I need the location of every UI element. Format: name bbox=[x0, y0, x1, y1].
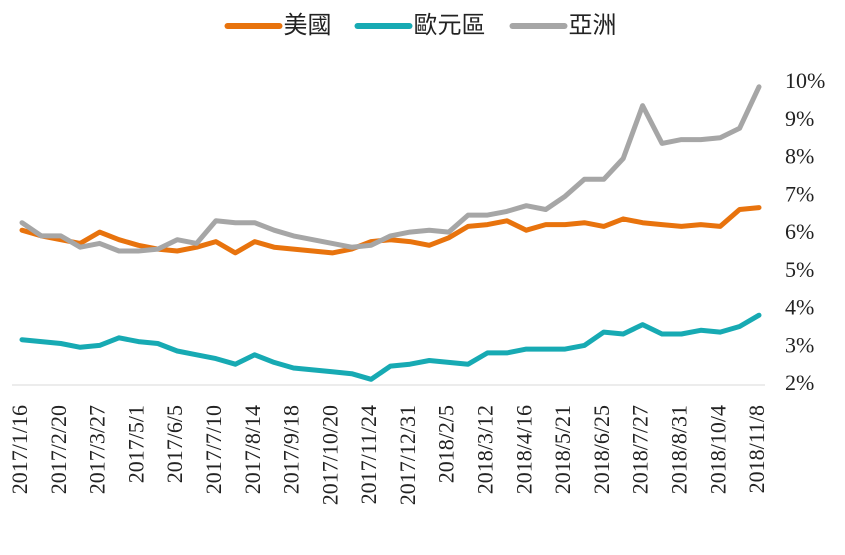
x-tick-label: 2017/2/20 bbox=[46, 405, 71, 494]
y-tick-label: 7% bbox=[785, 181, 814, 206]
y-tick-label: 10% bbox=[785, 68, 825, 93]
x-tick-label: 2018/4/16 bbox=[511, 405, 536, 494]
x-tick-label: 2018/5/21 bbox=[550, 405, 575, 494]
x-tick-label: 2017/3/27 bbox=[85, 405, 110, 494]
x-tick-label: 2018/6/25 bbox=[589, 405, 614, 494]
x-tick-label: 2018/8/31 bbox=[666, 405, 691, 494]
series-line bbox=[19, 84, 762, 254]
x-tick-label: 2017/10/20 bbox=[317, 405, 342, 505]
y-tick-label: 9% bbox=[785, 106, 814, 131]
x-tick-label: 2017/1/16 bbox=[7, 405, 32, 494]
x-tick-label: 2018/11/8 bbox=[744, 405, 769, 493]
y-tick-label: 6% bbox=[785, 219, 814, 244]
legend-label: 歐元區 bbox=[414, 11, 486, 39]
x-tick-label: 2017/11/24 bbox=[356, 405, 381, 504]
x-tick-label: 2017/7/10 bbox=[201, 405, 226, 494]
x-tick-label: 2018/10/4 bbox=[705, 405, 730, 494]
series-line bbox=[19, 312, 762, 382]
x-tick-label: 2018/7/27 bbox=[628, 405, 653, 494]
x-tick-label: 2017/8/14 bbox=[240, 405, 265, 494]
y-tick-label: 5% bbox=[785, 257, 814, 282]
y-tick-label: 8% bbox=[785, 144, 814, 169]
x-tick-label: 2017/12/31 bbox=[395, 405, 420, 505]
legend-label: 美國 bbox=[284, 11, 332, 39]
y-tick-label: 2% bbox=[785, 370, 814, 395]
x-tick-label: 2017/5/1 bbox=[123, 405, 148, 483]
series-line bbox=[19, 205, 762, 256]
y-tick-label: 3% bbox=[785, 332, 814, 357]
x-tick-label: 2018/2/5 bbox=[434, 405, 459, 483]
x-tick-label: 2017/9/18 bbox=[279, 405, 304, 494]
x-tick-label: 2018/3/12 bbox=[473, 405, 498, 494]
x-tick-label: 2017/6/5 bbox=[162, 405, 187, 483]
y-tick-label: 4% bbox=[785, 295, 814, 320]
legend-label: 亞洲 bbox=[569, 11, 617, 39]
